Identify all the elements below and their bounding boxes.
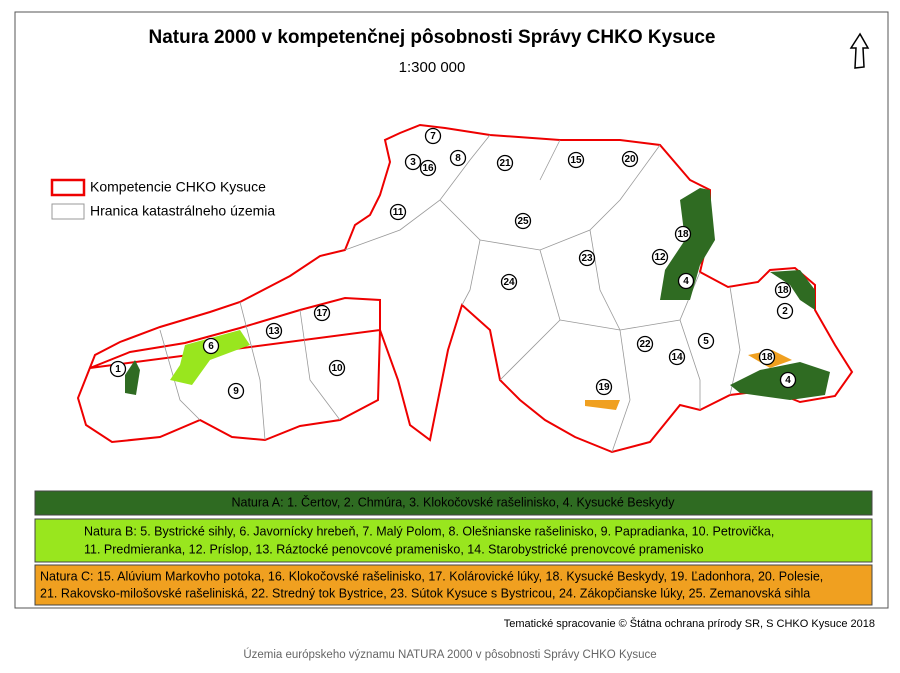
marker-circle	[621, 150, 639, 168]
marker-circle	[651, 248, 669, 266]
marker-circle	[404, 153, 422, 171]
category-bar	[34, 564, 873, 606]
marker-label: 6	[208, 341, 214, 352]
marker-label: 18	[761, 352, 773, 363]
marker-label: 14	[671, 352, 683, 363]
marker-label: 10	[331, 363, 343, 374]
marker-circle	[449, 149, 467, 167]
marker-label: 7	[430, 131, 436, 142]
marker-circle	[313, 304, 331, 322]
marker-circle	[265, 322, 283, 340]
category-text: 11. Predmieranka, 12. Príslop, 13. Rázto…	[84, 542, 704, 556]
marker-label: 15	[570, 155, 582, 166]
category-text: Natura B: 5. Bystrické sihly, 6. Javorní…	[84, 524, 774, 538]
marker-label: 18	[677, 229, 689, 240]
category-bar	[34, 490, 873, 516]
marker-circle	[595, 378, 613, 396]
marker-circle	[674, 225, 692, 243]
marker-label: 5	[703, 336, 709, 347]
category-text: 21. Rakovsko-milošovské rašeliniská, 22.…	[40, 586, 810, 600]
marker-circle	[776, 302, 794, 320]
marker-circle	[636, 335, 654, 353]
marker-circle	[227, 382, 245, 400]
category-bar	[34, 518, 873, 563]
marker-circle	[677, 272, 695, 290]
marker-label: 2	[782, 306, 788, 317]
marker-circle	[697, 332, 715, 350]
marker-label: 24	[503, 277, 515, 288]
category-text: Natura C: 15. Alúvium Markovho potoka, 1…	[40, 569, 823, 583]
marker-circle	[774, 281, 792, 299]
marker-circle	[500, 273, 518, 291]
marker-label: 13	[268, 326, 280, 337]
category-text: Natura A: 1. Čertov, 2. Chmúra, 3. Kloko…	[231, 494, 675, 509]
map-scale: 1:300 000	[399, 59, 466, 76]
marker-circle	[567, 151, 585, 169]
marker-label: 22	[639, 339, 651, 350]
marker-label: 9	[233, 386, 239, 397]
marker-label: 1	[115, 364, 121, 375]
marker-label: 21	[499, 158, 511, 169]
marker-circle	[202, 337, 220, 355]
marker-label: 8	[455, 153, 461, 164]
map-title: Natura 2000 v kompetenčnej pôsobnosti Sp…	[148, 27, 715, 48]
marker-circle	[109, 360, 127, 378]
marker-circle	[496, 154, 514, 172]
marker-label: 23	[581, 253, 593, 264]
marker-label: 20	[624, 154, 636, 165]
marker-label: 17	[316, 308, 328, 319]
marker-circle	[424, 127, 442, 145]
marker-circle	[514, 212, 532, 230]
credit: Tematické spracovanie © Štátna ochrana p…	[504, 617, 875, 630]
legend-swatch	[51, 203, 85, 220]
marker-label: 25	[517, 216, 529, 227]
marker-circle	[328, 359, 346, 377]
marker-circle	[389, 203, 407, 221]
marker-label: 16	[422, 163, 434, 174]
marker-circle	[578, 249, 596, 267]
legend-label: Hranica katastrálneho územia	[90, 203, 275, 219]
marker-label: 12	[654, 252, 666, 263]
marker-circle	[419, 159, 437, 177]
marker-circle	[668, 348, 686, 366]
marker-label: 11	[393, 207, 404, 218]
legend-label: Kompetencie CHKO Kysuce	[90, 179, 266, 195]
marker-label: 4	[785, 375, 791, 386]
caption: Územia európskeho významu NATURA 2000 v …	[243, 648, 656, 661]
marker-circle	[758, 348, 776, 366]
marker-label: 4	[683, 276, 689, 287]
marker-circle	[779, 371, 797, 389]
marker-label: 18	[777, 285, 789, 296]
marker-label: 3	[410, 157, 416, 168]
marker-label: 19	[598, 382, 610, 393]
north-arrow	[849, 32, 870, 69]
legend-swatch	[50, 178, 86, 197]
